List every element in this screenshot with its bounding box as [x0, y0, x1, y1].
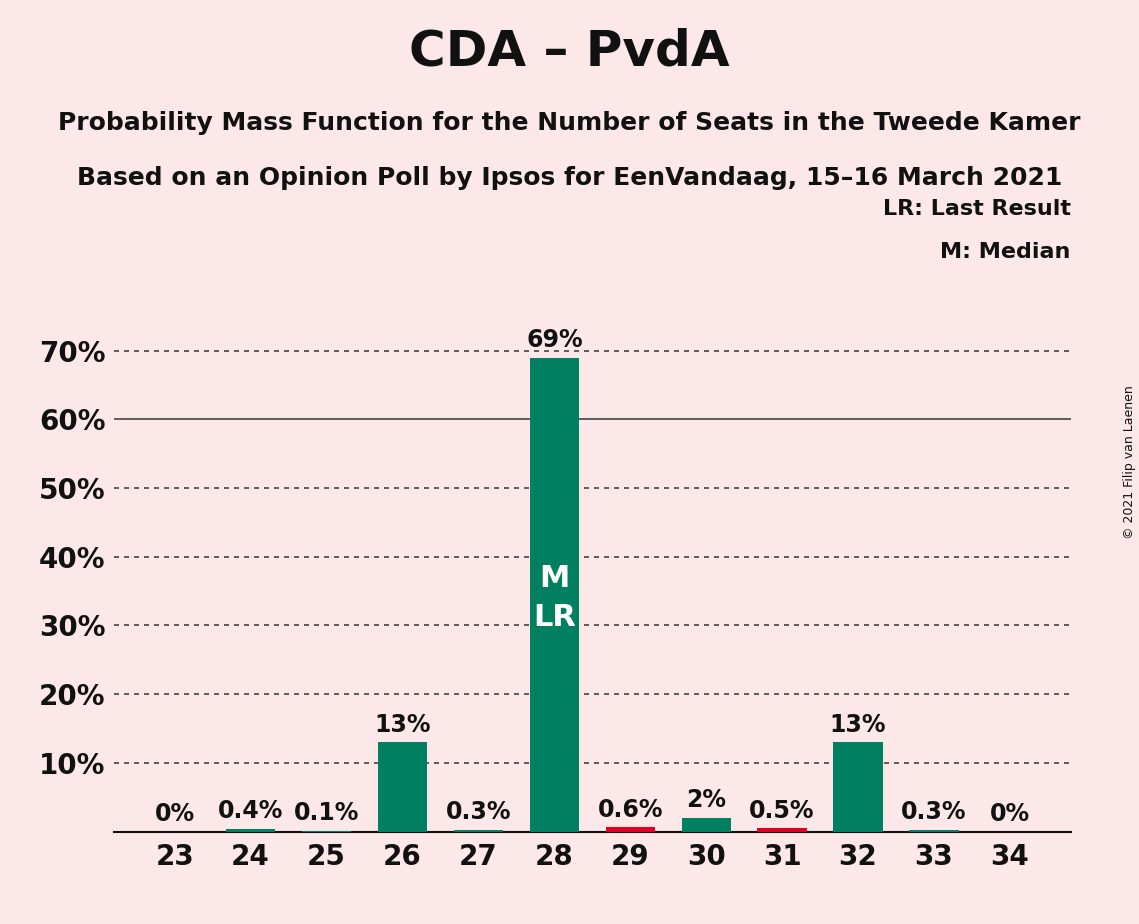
- Bar: [757, 828, 806, 832]
- Text: 0.4%: 0.4%: [218, 799, 284, 823]
- Bar: [378, 742, 427, 832]
- Text: Probability Mass Function for the Number of Seats in the Tweede Kamer: Probability Mass Function for the Number…: [58, 111, 1081, 135]
- Text: 69%: 69%: [526, 328, 583, 352]
- Bar: [606, 828, 655, 832]
- Bar: [834, 742, 883, 832]
- Text: CDA – PvdA: CDA – PvdA: [409, 28, 730, 76]
- Text: 13%: 13%: [830, 712, 886, 736]
- Bar: [530, 358, 579, 832]
- Text: M
LR: M LR: [533, 565, 575, 632]
- Bar: [226, 829, 276, 832]
- Text: 13%: 13%: [375, 712, 431, 736]
- Text: 0.3%: 0.3%: [445, 800, 511, 824]
- Text: 2%: 2%: [686, 788, 727, 812]
- Text: 0.5%: 0.5%: [749, 798, 814, 822]
- Text: 0.6%: 0.6%: [598, 798, 663, 822]
- Bar: [909, 830, 959, 832]
- Text: Based on an Opinion Poll by Ipsos for EenVandaag, 15–16 March 2021: Based on an Opinion Poll by Ipsos for Ee…: [76, 166, 1063, 190]
- Bar: [681, 818, 731, 832]
- Text: 0%: 0%: [990, 802, 1030, 826]
- Text: 0.1%: 0.1%: [294, 801, 359, 825]
- Text: © 2021 Filip van Laenen: © 2021 Filip van Laenen: [1123, 385, 1137, 539]
- Bar: [453, 830, 503, 832]
- Text: LR: Last Result: LR: Last Result: [883, 200, 1071, 219]
- Text: 0.3%: 0.3%: [901, 800, 967, 824]
- Text: M: Median: M: Median: [941, 242, 1071, 262]
- Text: 0%: 0%: [155, 802, 195, 826]
